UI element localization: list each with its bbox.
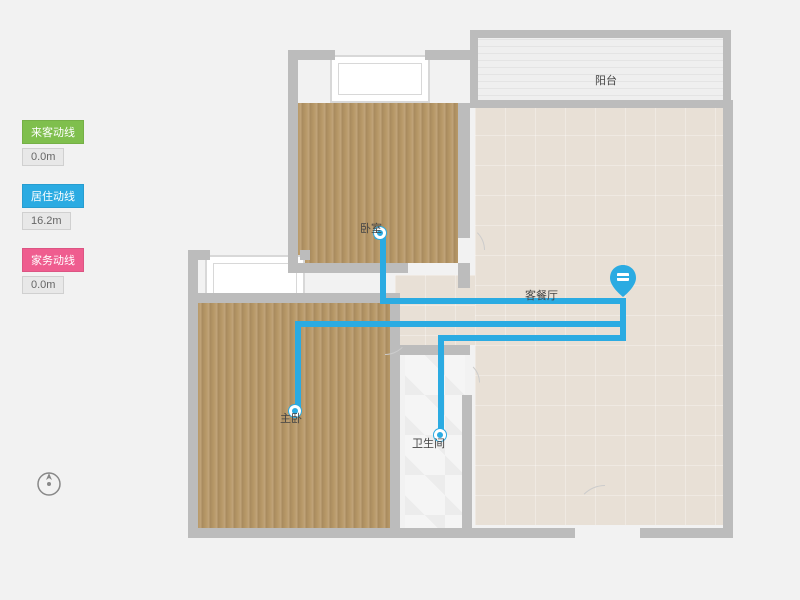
legend-item-housework: 家务动线 0.0m bbox=[22, 248, 84, 294]
legend-value: 16.2m bbox=[22, 212, 71, 230]
legend-value: 0.0m bbox=[22, 276, 64, 294]
path-segment bbox=[620, 298, 626, 341]
legend-label: 居住动线 bbox=[22, 184, 84, 208]
legend-item-living: 居住动线 16.2m bbox=[22, 184, 84, 230]
room-living bbox=[475, 105, 725, 525]
path-segment bbox=[295, 321, 301, 413]
path-segment bbox=[380, 298, 625, 304]
legend: 来客动线 0.0m 居住动线 16.2m 家务动线 0.0m bbox=[22, 120, 84, 312]
path-segment bbox=[438, 335, 625, 341]
floorplan: 卧室 主卧 卫生间 客餐厅 阳台 bbox=[180, 25, 740, 555]
path-segment bbox=[295, 321, 625, 327]
path-segment bbox=[380, 233, 386, 304]
path-marker-icon bbox=[610, 265, 636, 297]
legend-item-guest: 来客动线 0.0m bbox=[22, 120, 84, 166]
legend-label: 家务动线 bbox=[22, 248, 84, 272]
room-label-master: 主卧 bbox=[280, 410, 302, 426]
room-balcony bbox=[475, 37, 725, 102]
compass-icon bbox=[35, 470, 63, 498]
room-label-bedroom2: 卧室 bbox=[360, 220, 382, 236]
room-label-living: 客餐厅 bbox=[525, 287, 558, 303]
room-label-bathroom: 卫生间 bbox=[412, 435, 445, 451]
window bbox=[330, 55, 430, 103]
legend-value: 0.0m bbox=[22, 148, 64, 166]
path-segment bbox=[438, 335, 444, 437]
room-bedroom2 bbox=[298, 103, 458, 263]
legend-label: 来客动线 bbox=[22, 120, 84, 144]
room-label-balcony: 阳台 bbox=[595, 72, 617, 88]
